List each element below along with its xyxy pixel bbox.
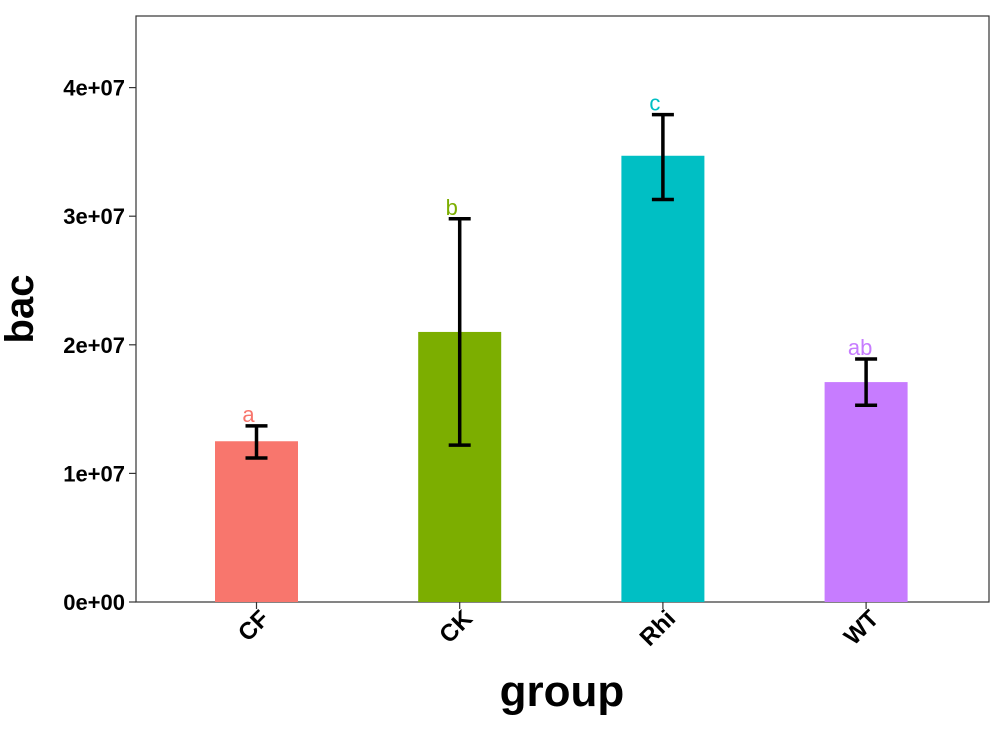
error-bars xyxy=(245,112,878,460)
error-bar-rhi xyxy=(651,112,674,202)
significance-label-cf: a xyxy=(242,402,255,427)
error-bar-cf xyxy=(245,424,268,460)
x-tick-label-cf: CF xyxy=(233,605,275,647)
bar-wt xyxy=(824,382,908,602)
x-axis: CF CK Rhi WT xyxy=(233,602,885,652)
x-tick-label-wt: WT xyxy=(839,605,885,651)
x-tick-label-ck: CK xyxy=(434,605,478,649)
bar-rhi xyxy=(621,155,705,602)
significance-label-ck: b xyxy=(446,195,458,220)
y-tick-label: 0e+00 xyxy=(63,590,125,615)
y-axis-title: bac xyxy=(0,275,42,344)
x-tick-label-rhi: Rhi xyxy=(635,605,681,651)
x-axis-title: group xyxy=(500,667,625,716)
y-tick-label: 2e+07 xyxy=(63,333,125,358)
error-bar-wt xyxy=(855,357,878,407)
significance-label-rhi: c xyxy=(649,91,660,116)
y-tick-label: 1e+07 xyxy=(63,461,125,486)
error-bar-ck xyxy=(448,217,471,447)
significance-label-wt: ab xyxy=(848,335,872,360)
y-tick-label: 3e+07 xyxy=(63,204,125,229)
y-tick-label: 4e+07 xyxy=(63,76,125,101)
y-axis: 0e+00 1e+07 2e+07 3e+07 4e+07 xyxy=(63,76,136,615)
bar-cf xyxy=(215,441,298,602)
